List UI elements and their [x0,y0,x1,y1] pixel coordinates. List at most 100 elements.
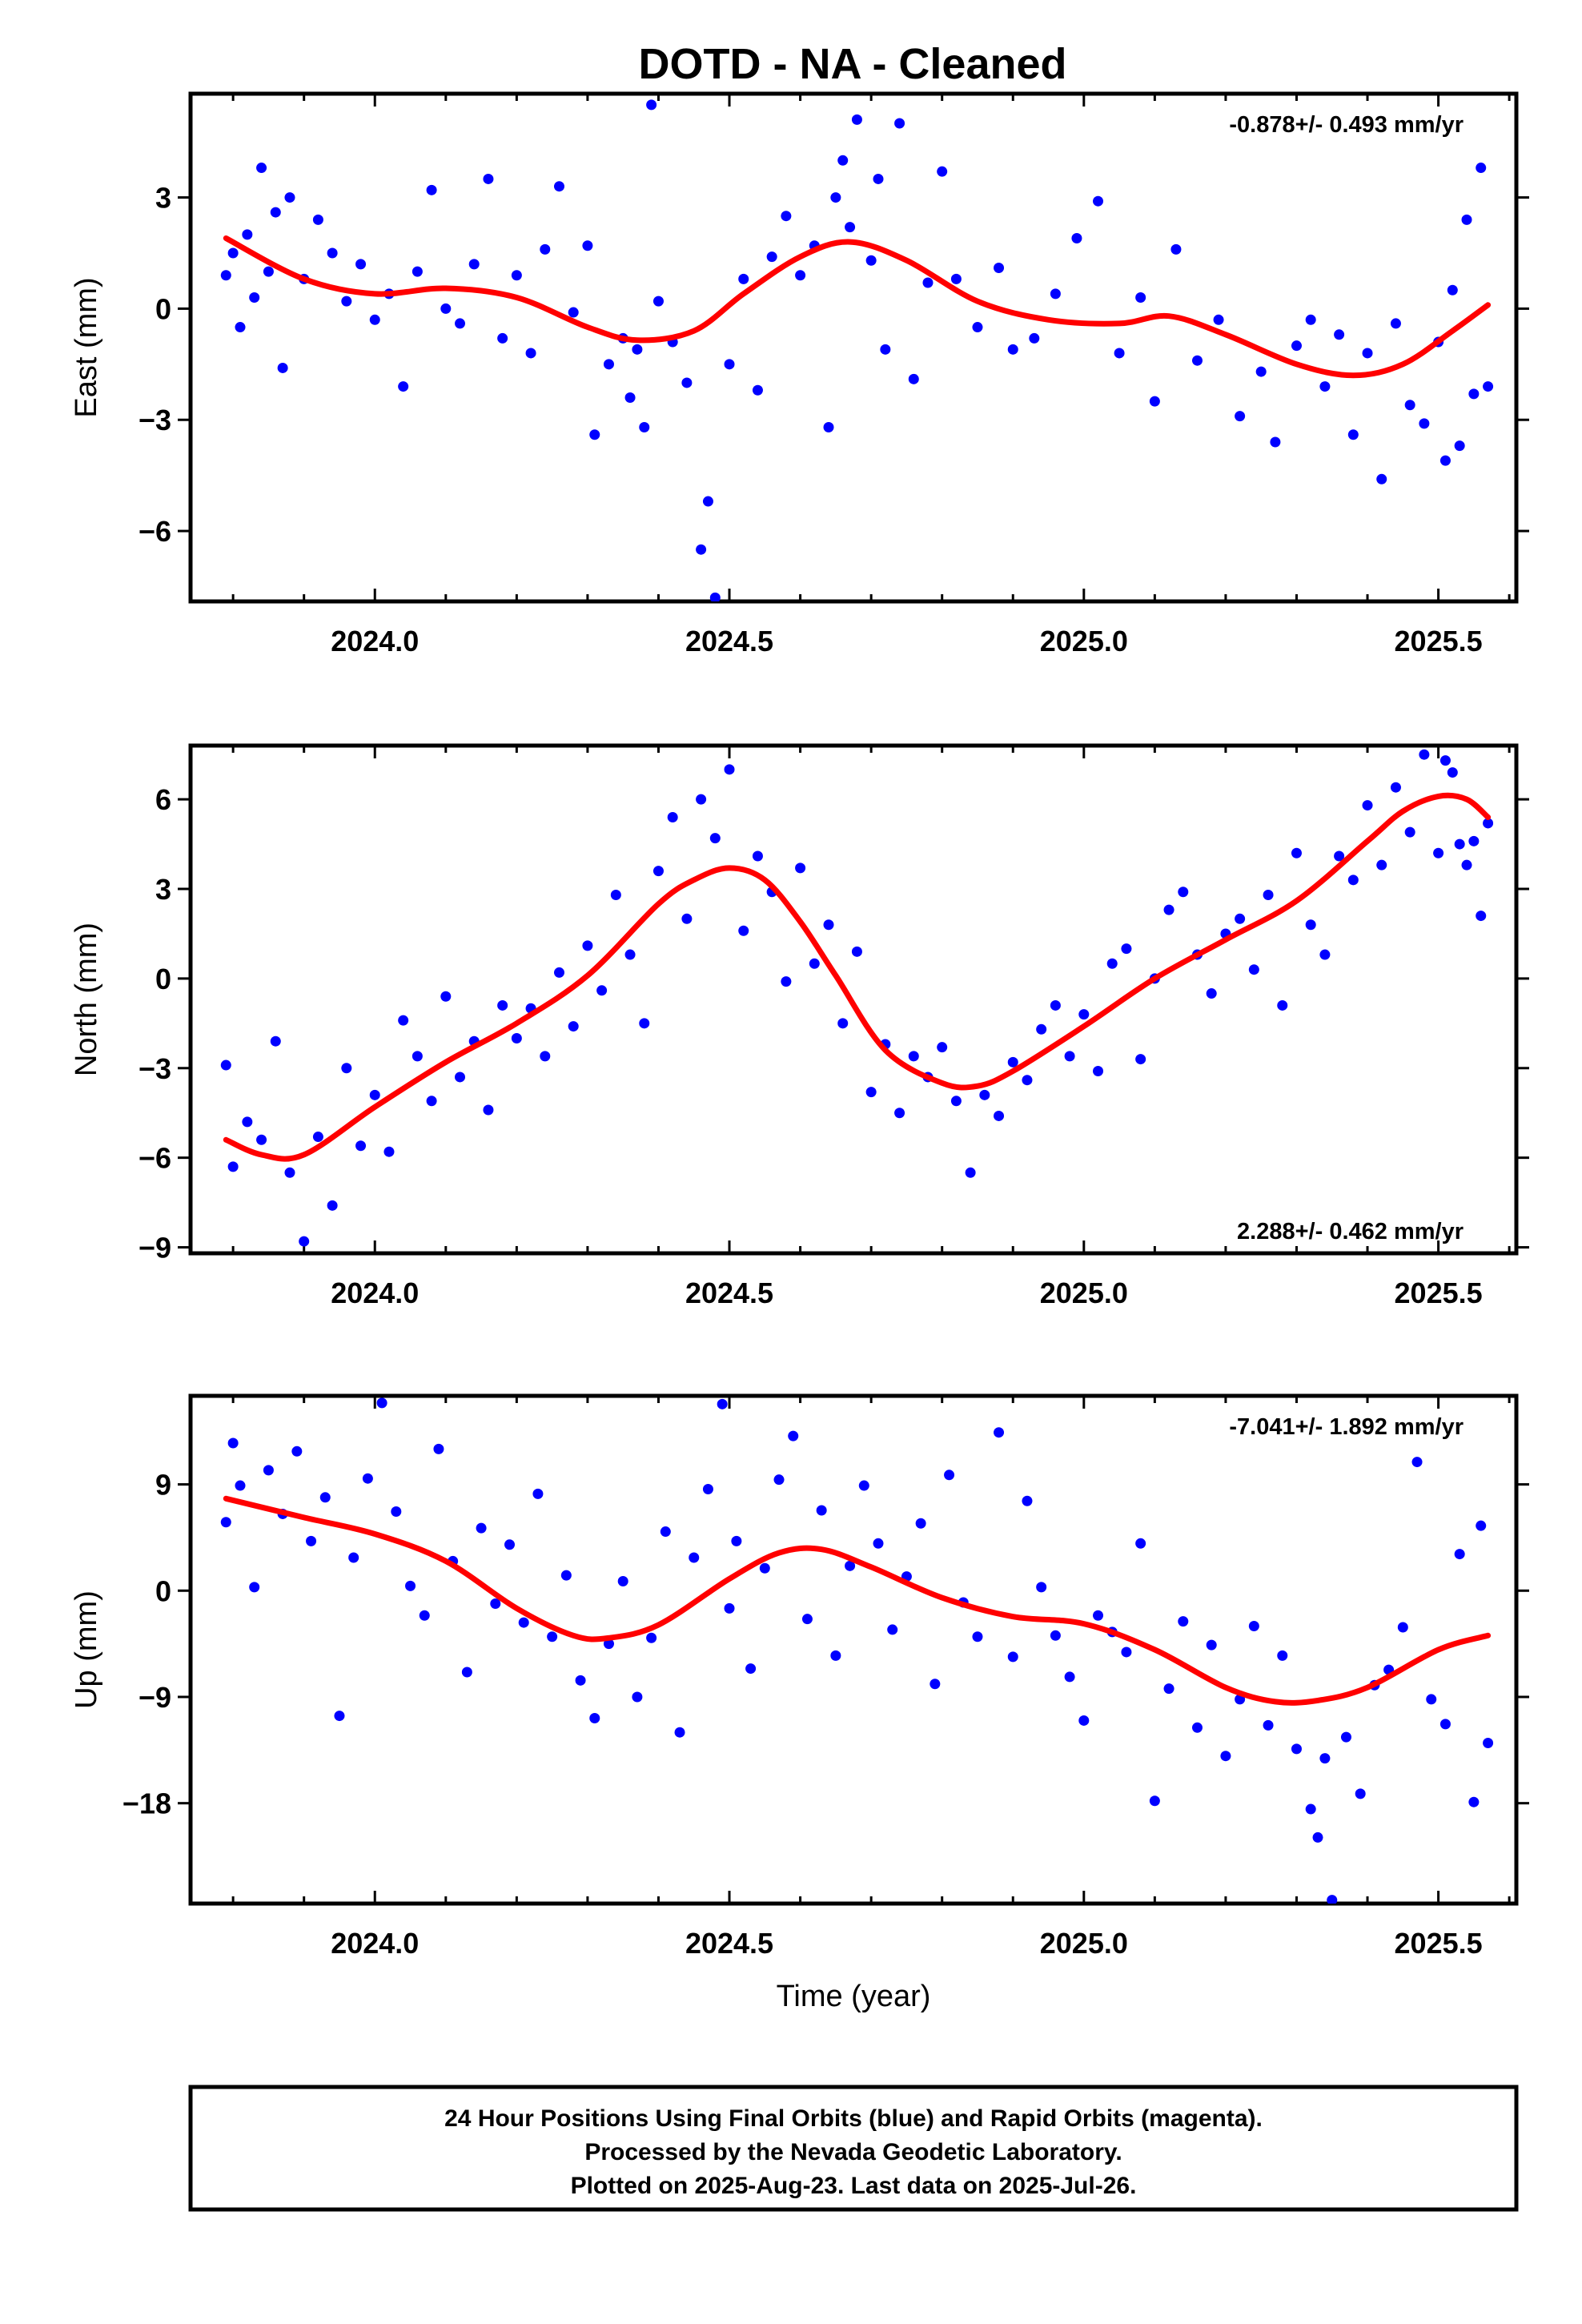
chart-north-point [823,919,834,931]
chart-up-point [1340,1731,1351,1743]
chart-up-point [334,1711,345,1722]
chart-up-point [1263,1719,1274,1731]
chart-north-y-tick-label: −3 [139,1052,171,1085]
chart-east-point [738,273,749,284]
chart-up-point [220,1517,231,1528]
chart-north-point [667,812,678,823]
chart-up-point [490,1598,501,1609]
chart-east-point [950,273,962,284]
chart-east-point [568,307,579,318]
chart-east-point [781,211,792,222]
chart-east-point [263,266,274,277]
chart-up-point [419,1610,430,1621]
chart-east-point [1191,355,1203,366]
chart-up-x-tick-label: 2024.0 [331,1927,419,1960]
chart-up-point [632,1691,643,1703]
chart-north-point [1135,1054,1146,1065]
chart-up-point [227,1437,239,1449]
chart-up-fit-line [223,1495,1492,1706]
chart-east-x-tick-label: 2024.0 [331,625,419,657]
chart-north-point [455,1072,466,1083]
chart-north-x-tick-label: 2024.0 [331,1277,419,1309]
chart-east-point [880,344,891,355]
figure-title: DOTD - NA - Cleaned [638,40,1066,88]
chart-up-point [873,1538,884,1549]
chart-north-point [1277,999,1288,1011]
chart-east-point [766,251,777,263]
chart-east-point [235,322,246,333]
chart-north-point [1376,859,1387,870]
chart-east-point [1093,195,1104,207]
chart-east-point [830,192,841,203]
chart-north-point [1106,958,1118,969]
chart-east-point [937,166,948,177]
chart-east-point [468,259,480,270]
chart-north-point [908,1051,919,1062]
chart-north-point [1439,755,1451,766]
chart-up-point [391,1506,402,1517]
chart-up-point [306,1535,317,1546]
chart-up-point [759,1562,770,1574]
chart-east-point [1461,214,1472,225]
chart-up-point [1121,1647,1132,1658]
chart-north-point [795,862,806,874]
chart-east-point [440,303,452,314]
chart-east-point [553,181,564,192]
chart-north-point [1022,1075,1033,1086]
chart-up-point [249,1582,260,1593]
chart-east-point [1291,340,1302,352]
chart-east-point [312,214,323,225]
chart-east-point [426,184,437,195]
chart-up-point [788,1430,799,1441]
chart-east-point [873,173,884,184]
chart-east-point [284,192,295,203]
chart-north-point [724,764,735,775]
chart-up-point [603,1638,614,1650]
chart-east-point [632,344,643,355]
chart-north-point [894,1108,905,1119]
chart-up-rate-label: -7.041+/- 1.892 mm/yr [1229,1414,1464,1440]
chart-north-point [1334,850,1345,862]
chart-north-point [1454,838,1465,850]
panel-up: 2024.0 2024.5 2025.0 2025.5 9 0 −9 −18 Up (mm) Ti… [70,1393,1529,2013]
chart-east-point [994,263,1005,274]
chart-north-point [511,1032,522,1043]
chart-north-point [1433,847,1444,858]
chart-north-point [652,866,664,877]
chart-east-point [851,114,862,125]
chart-east-point [1419,418,1430,429]
chart-east-point [483,173,494,184]
chart-up-point [617,1575,628,1586]
chart-up-y-tick-label: −18 [122,1787,171,1820]
chart-up-point [575,1675,586,1686]
chart-north-point [1078,1009,1090,1020]
chart-east-point [256,163,267,174]
chart-east-point [1447,284,1458,296]
chart-north-y-tick-label: 6 [155,783,171,816]
chart-north-point [1248,964,1259,975]
chart-up-point [1064,1671,1075,1683]
chart-north-point [1319,949,1331,960]
chart-east-point [455,318,466,329]
chart-north-point [1419,749,1430,760]
chart-up-point [461,1667,472,1678]
chart-east-point [1476,163,1487,174]
chart-east-point [709,592,721,601]
chart-east-y-tick-label: 0 [155,292,171,325]
chart-north-point [624,949,636,960]
chart-up-point [702,1483,713,1494]
chart-up-y-tick-label: −9 [139,1681,171,1714]
chart-east-points [220,99,1494,601]
chart-east-point [497,332,508,344]
chart-north-point [1291,847,1302,858]
chart-east-point [341,296,352,307]
chart-north-point [752,850,763,862]
chart-east-point [702,496,713,507]
chart-east-point [646,99,657,111]
chart-east-point [277,362,288,373]
chart-up-point [1319,1753,1331,1764]
chart-east-point [1029,332,1040,344]
chart-east-point [639,421,650,432]
chart-north-point [610,889,621,900]
